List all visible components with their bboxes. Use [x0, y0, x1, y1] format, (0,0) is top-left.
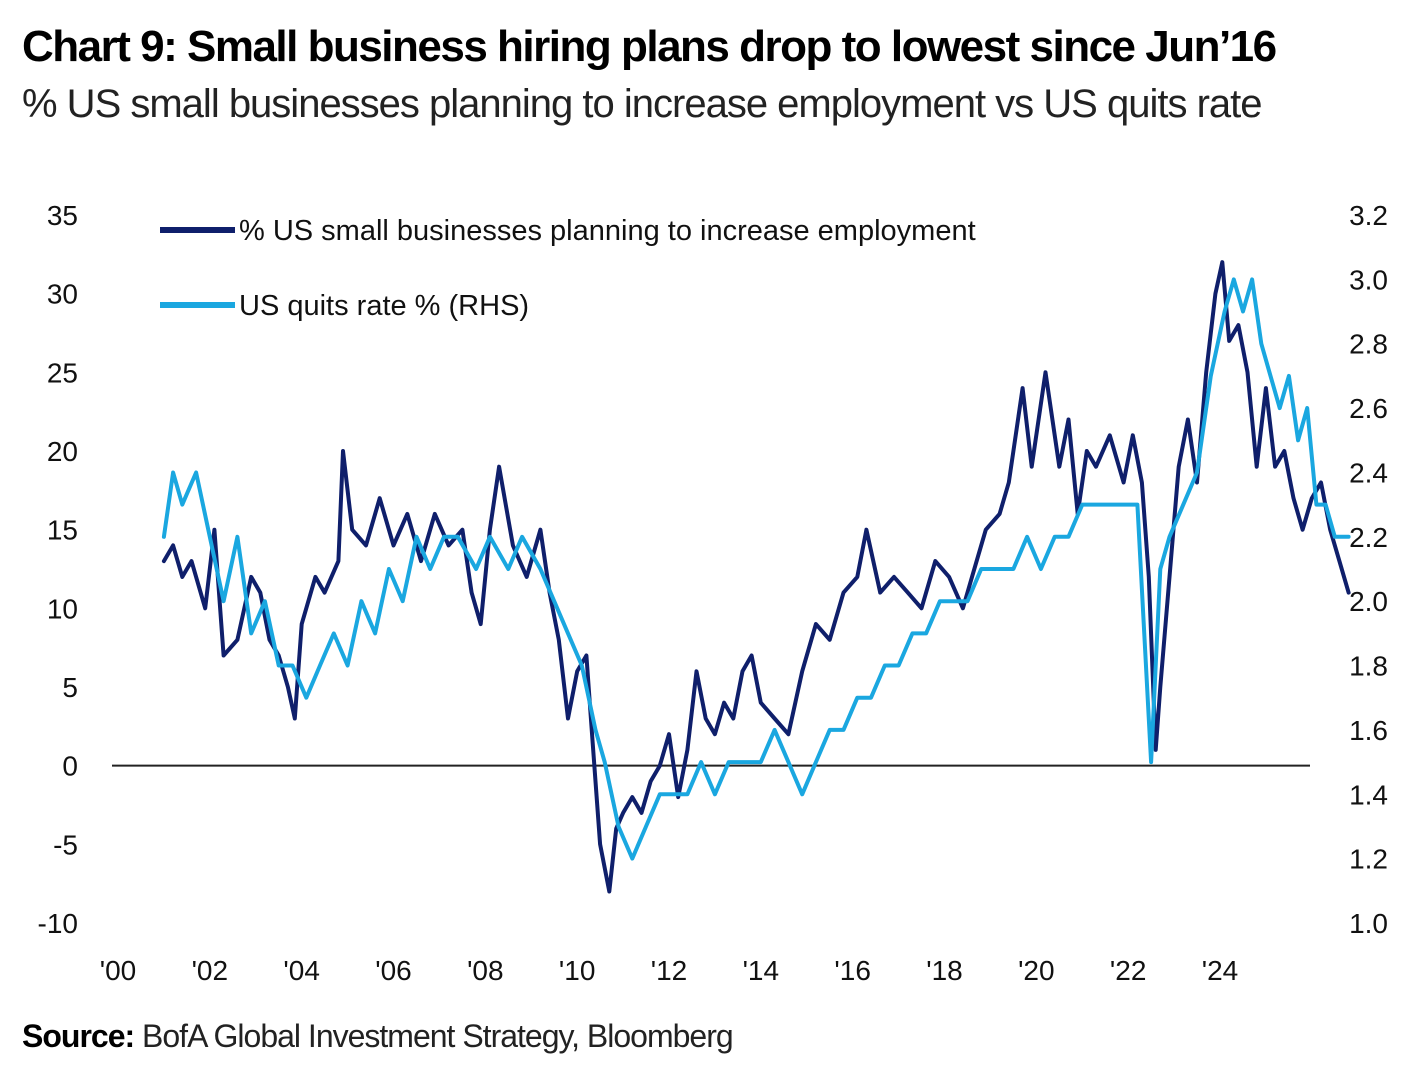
left-tick-label: -5 [53, 829, 78, 860]
left-axis-ticks: 35 30 25 20 15 10 5 0 -5 -10 [38, 200, 78, 939]
series-layer [161, 260, 1351, 894]
series-line-small-business-hiring [161, 260, 1351, 894]
x-tick-label: '12 [651, 955, 688, 986]
x-tick-label: '14 [743, 955, 780, 986]
right-tick-label: 1.6 [1349, 715, 1388, 746]
legend-label-small-business-hiring: % US small businesses planning to increa… [239, 215, 976, 247]
right-tick-label: 2.6 [1349, 393, 1388, 424]
right-tick-label: 2.2 [1349, 522, 1388, 553]
left-tick-label: 10 [47, 593, 78, 624]
right-tick-label: 3.0 [1349, 264, 1388, 295]
x-tick-label: '00 [100, 955, 137, 986]
right-tick-label: 2.4 [1349, 457, 1388, 488]
x-tick-label: '10 [559, 955, 596, 986]
right-tick-label: 1.0 [1349, 908, 1388, 939]
right-axis-ticks: 3.2 3.0 2.8 2.6 2.4 2.2 2.0 1.8 1.6 1.4 1.2 1.0 [1349, 200, 1388, 939]
left-tick-label: 25 [47, 357, 78, 388]
right-tick-label: 1.2 [1349, 844, 1388, 875]
legend: % US small businesses planning to increa… [160, 215, 976, 322]
left-tick-label: 20 [47, 436, 78, 467]
x-tick-label: '04 [283, 955, 320, 986]
right-tick-label: 2.0 [1349, 586, 1388, 617]
legend-label-quits-rate: US quits rate % (RHS) [239, 290, 529, 322]
left-tick-label: 15 [47, 515, 78, 546]
left-tick-label: -10 [38, 908, 78, 939]
left-tick-label: 35 [47, 200, 78, 231]
left-tick-label: 30 [47, 279, 78, 310]
x-tick-label: '06 [375, 955, 412, 986]
x-tick-label: '22 [1110, 955, 1147, 986]
x-tick-label: '16 [834, 955, 871, 986]
left-tick-label: 0 [62, 751, 78, 782]
x-tick-label: '08 [467, 955, 504, 986]
source-label: Source: [22, 1018, 135, 1054]
x-tick-label: '20 [1018, 955, 1055, 986]
right-tick-label: 1.4 [1349, 779, 1388, 810]
right-tick-label: 2.8 [1349, 329, 1388, 360]
x-tick-label: '24 [1202, 955, 1239, 986]
x-axis-ticks: '00 '02 '04 '06 '08 '10 '12 '14 '16 '18 '20 '22 '24 [100, 955, 1239, 986]
chart-subtitle: % US small businesses planning to increa… [22, 82, 1262, 126]
right-tick-label: 3.2 [1349, 200, 1388, 231]
right-tick-label: 1.8 [1349, 651, 1388, 682]
source-note: Source: BofA Global Investment Strategy,… [22, 1018, 734, 1055]
x-tick-label: '02 [192, 955, 229, 986]
source-text: BofA Global Investment Strategy, Bloombe… [134, 1018, 734, 1054]
series-line-quits-rate [161, 277, 1351, 861]
left-tick-label: 5 [62, 672, 78, 703]
x-tick-label: '18 [926, 955, 963, 986]
chart-title: Chart 9: Small business hiring plans dro… [22, 22, 1277, 71]
